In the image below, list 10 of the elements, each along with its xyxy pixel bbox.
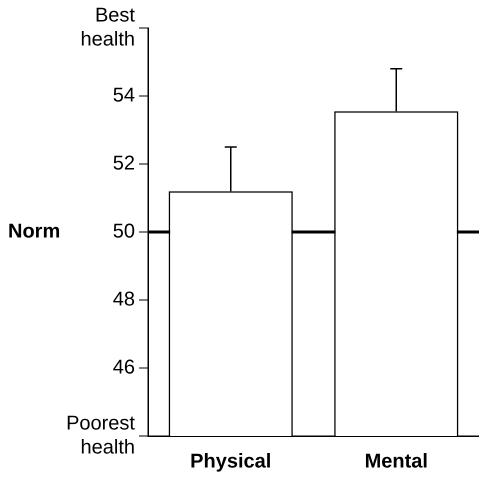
ref-line-label: Norm <box>8 220 60 243</box>
y-tick-label: 46 <box>112 356 135 379</box>
x-tick-label: Physical <box>190 450 272 473</box>
y-tick-label: 54 <box>112 84 135 107</box>
y-tick-label: Poorest health <box>66 412 136 459</box>
y-tick-label: 52 <box>112 152 135 175</box>
y-tick-label: Best health <box>80 4 136 51</box>
y-tick-label: 48 <box>112 288 135 311</box>
y-tick-label: 50 <box>112 220 135 243</box>
x-tick-label: Mental <box>364 450 428 473</box>
